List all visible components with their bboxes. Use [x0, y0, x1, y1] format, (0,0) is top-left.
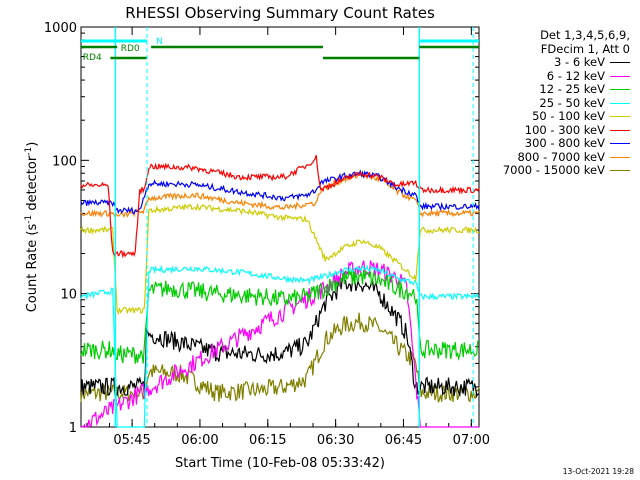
legend-label: 100 - 300 keV — [524, 122, 605, 137]
legend-label: 800 - 7000 keV — [517, 149, 605, 164]
footer-date: 13-Oct-2021 19:28 — [562, 467, 634, 476]
saa-label: N — [156, 37, 163, 47]
y-axis-label-end: ) — [25, 142, 40, 147]
legend-header-2: FDecim 1, Att 0 — [540, 41, 630, 56]
legend-entry: 3 - 6 keV — [484, 55, 630, 70]
legend-swatch — [610, 75, 630, 77]
y-tick-label: 1000 — [44, 21, 77, 36]
x-tick-label: 06:15 — [249, 433, 286, 448]
x-axis-label: Start Time (10-Feb-08 05:33:42) — [175, 456, 385, 471]
plot-area: 05:45 06:00 06:15 06:30 06:45 07:00 1 10 100 1000… — [44, 21, 490, 448]
chart-title: RHESSI Observing Summary Count Rates — [125, 4, 435, 22]
legend-entry: 25 - 50 keV — [484, 95, 630, 111]
legend-entry: 300 - 800 keV — [484, 136, 630, 151]
legend-entry: 12 - 25 keV — [484, 82, 630, 97]
legend-entry: 800 - 7000 keV — [484, 149, 630, 165]
rd4-label: RD4 — [83, 53, 102, 63]
y-tick-label: 100 — [52, 154, 77, 169]
legend-label: 25 - 50 keV — [539, 95, 605, 110]
axis-ticks: 05:45 06:00 06:15 06:30 06:45 07:00 1 10 100 1000 — [44, 21, 490, 448]
legend-swatch — [610, 129, 630, 131]
y-axis-label-main: Count Rate (s — [25, 224, 40, 313]
y-axis-label-sup2: -1 — [24, 147, 34, 156]
legend-entry: 50 - 100 keV — [484, 109, 630, 124]
y-tick-label: 1 — [69, 421, 77, 436]
series-line-4 — [80, 202, 480, 316]
x-tick-label: 06:45 — [385, 433, 422, 448]
legend-label: 300 - 800 keV — [524, 136, 605, 150]
legend-header-1: Det 1,3,4,5,6,9, — [540, 28, 630, 42]
legend-label: 6 - 12 keV — [546, 68, 605, 83]
rd0-label: RD0 — [121, 44, 140, 54]
series-line-7 — [80, 172, 480, 219]
y-axis-label-mid: detector — [25, 155, 40, 215]
legend: Det 1,3,4,5,6,9, FDecim 1, Att 0 3 - 6 k… — [484, 28, 630, 178]
legend-entry: 100 - 300 keV — [484, 122, 630, 138]
legend-label: 12 - 25 keV — [539, 82, 605, 96]
legend-label: 3 - 6 keV — [554, 55, 605, 69]
legend-entry: 6 - 12 keV — [484, 68, 630, 84]
y-axis-label-sup1: -1 — [24, 215, 34, 224]
x-tick-label: 05:45 — [113, 433, 150, 448]
x-tick-label: 06:00 — [181, 433, 218, 448]
legend-swatch — [610, 156, 630, 158]
x-tick-label: 06:30 — [317, 433, 354, 448]
y-tick-label: 10 — [60, 288, 77, 303]
legend-swatch — [610, 62, 630, 64]
legend-label: 50 - 100 keV — [532, 109, 605, 123]
legend-swatch — [610, 89, 630, 91]
legend-label: 7000 - 15000 keV — [502, 163, 605, 177]
x-tick-label: 07:00 — [453, 433, 490, 448]
annotation-layer: N RD0 RD4 — [81, 27, 479, 427]
legend-swatch — [610, 143, 630, 145]
legend-swatch — [610, 102, 630, 104]
plot-frame — [80, 26, 480, 428]
y-axis-label: Count Rate (s-1 detector-1) — [24, 142, 40, 313]
legend-swatch — [610, 170, 630, 172]
legend-entry: 7000 - 15000 keV — [484, 163, 630, 178]
legend-swatch — [610, 116, 630, 118]
